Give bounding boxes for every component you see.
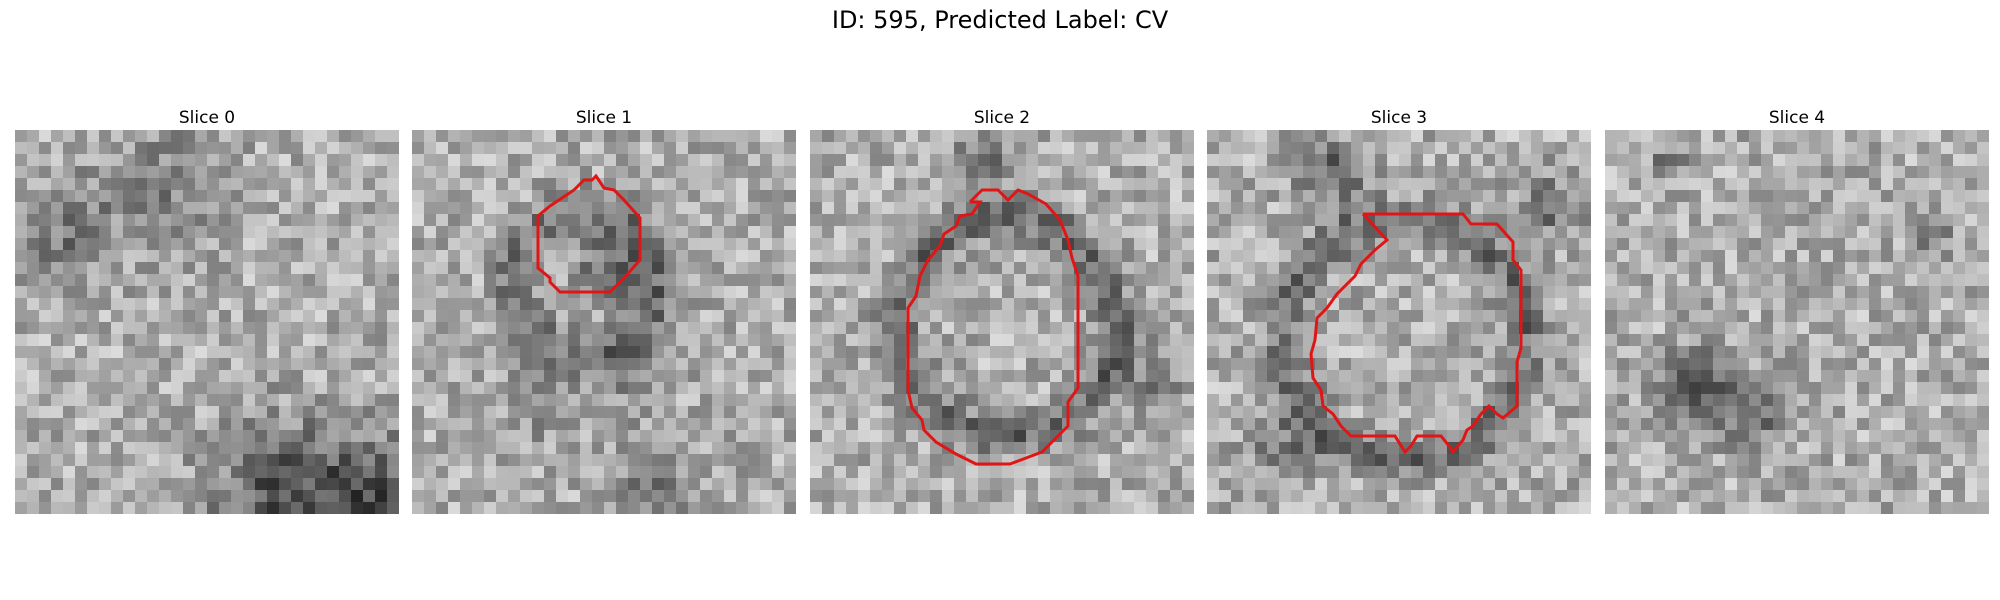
- slice-image-0: [15, 130, 399, 514]
- slice-title: Slice 4: [1768, 108, 1826, 128]
- slice-image-1: [412, 130, 796, 514]
- slice-image-3: [1207, 130, 1591, 514]
- slice-panel-4: Slice 4: [1605, 106, 1989, 514]
- slice-panel-3: Slice 3: [1207, 106, 1591, 514]
- slice-canvas: [412, 130, 796, 514]
- slice-title: Slice 1: [575, 108, 633, 128]
- slice-title: Slice 3: [1370, 108, 1428, 128]
- slice-panel-1: Slice 1: [412, 106, 796, 514]
- segmentation-outline: [536, 173, 642, 294]
- slice-canvas: [1605, 130, 1989, 514]
- figure-title: ID: 595, Predicted Label: CV: [831, 6, 1169, 34]
- slice-canvas: [15, 130, 399, 514]
- slice-image-4: [1605, 130, 1989, 514]
- slice-title: Slice 0: [178, 108, 236, 128]
- slice-title: Slice 2: [973, 108, 1031, 128]
- slice-canvas: [1207, 130, 1591, 514]
- segmentation-outline: [906, 188, 1080, 466]
- segmentation-outline: [1309, 212, 1523, 455]
- slice-panel-2: Slice 2: [810, 106, 1194, 514]
- slice-panel-0: Slice 0: [15, 106, 399, 514]
- slice-image-2: [810, 130, 1194, 514]
